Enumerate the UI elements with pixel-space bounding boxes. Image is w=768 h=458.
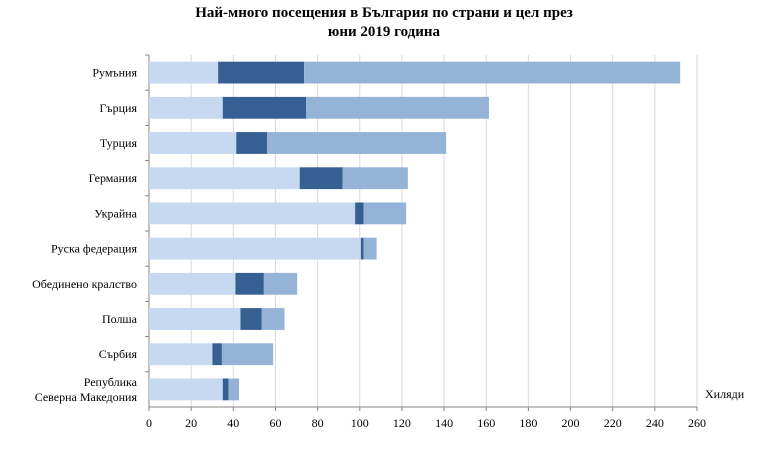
- bar-segment: [149, 237, 361, 260]
- bar-segment: [342, 167, 408, 190]
- bar-segment: [240, 308, 262, 330]
- bar-segment: [149, 61, 219, 84]
- chart-title-line2: юни 2019 година: [327, 24, 441, 40]
- x-tick-label: 140: [435, 416, 453, 430]
- x-tick-label: 160: [477, 416, 495, 430]
- bar-segment: [306, 96, 489, 119]
- bar-segment: [149, 343, 213, 366]
- x-axis-label: Хиляди: [705, 387, 745, 401]
- bar-segment: [299, 167, 343, 190]
- x-tick-label: 240: [646, 416, 664, 430]
- bar-segment: [304, 61, 681, 84]
- category-label: Румъния: [92, 66, 137, 80]
- bar-segment: [149, 378, 223, 401]
- x-tick-label: 0: [146, 416, 152, 430]
- x-tick-label: 80: [312, 416, 324, 430]
- category-label: Украйна: [94, 206, 137, 220]
- x-tick-label: 200: [562, 416, 580, 430]
- bar-segment: [235, 272, 264, 295]
- bar-segment: [149, 167, 300, 190]
- category-label: Гърция: [99, 101, 137, 115]
- bar-segment: [222, 378, 229, 401]
- bar-segment: [263, 272, 298, 295]
- x-tick-label: 220: [604, 416, 622, 430]
- category-label: Руска федерация: [51, 242, 138, 256]
- bar-segment: [267, 132, 447, 154]
- bar-segment: [149, 202, 356, 225]
- category-label: Обединено кралство: [32, 277, 137, 291]
- x-tick-label: 60: [269, 416, 281, 430]
- x-tick-label: 20: [185, 416, 197, 430]
- category-label: Турция: [100, 136, 138, 150]
- bar-segment: [228, 378, 239, 401]
- bar-segment: [363, 237, 377, 260]
- category-label: Северна Македония: [35, 390, 138, 404]
- bar-segment: [149, 96, 223, 119]
- bar-segment: [355, 202, 364, 225]
- bar-segment: [363, 202, 407, 225]
- x-tick-label: 120: [393, 416, 411, 430]
- x-tick-label: 180: [519, 416, 537, 430]
- bar-segment: [149, 132, 237, 154]
- bar-segment: [360, 237, 364, 260]
- chart-title-line1: Най-много посещения в България по страни…: [195, 5, 573, 21]
- bar-segment: [149, 272, 236, 295]
- bar-segment: [261, 308, 285, 330]
- bar-segment: [212, 343, 222, 366]
- category-label: Германия: [89, 171, 138, 185]
- x-tick-label: 260: [688, 416, 706, 430]
- bar-segment: [218, 61, 305, 84]
- x-tick-label: 100: [351, 416, 369, 430]
- bar-segment: [149, 308, 241, 330]
- x-tick-label: 40: [227, 416, 239, 430]
- bar-segment: [222, 96, 307, 119]
- category-label: Сърбия: [99, 347, 138, 361]
- chart-title: Най-много посещения в България по страни…: [0, 4, 768, 42]
- bar-segment: [221, 343, 274, 366]
- category-label: Полша: [102, 312, 138, 326]
- category-label: Република: [84, 375, 138, 389]
- bar-segment: [236, 132, 268, 154]
